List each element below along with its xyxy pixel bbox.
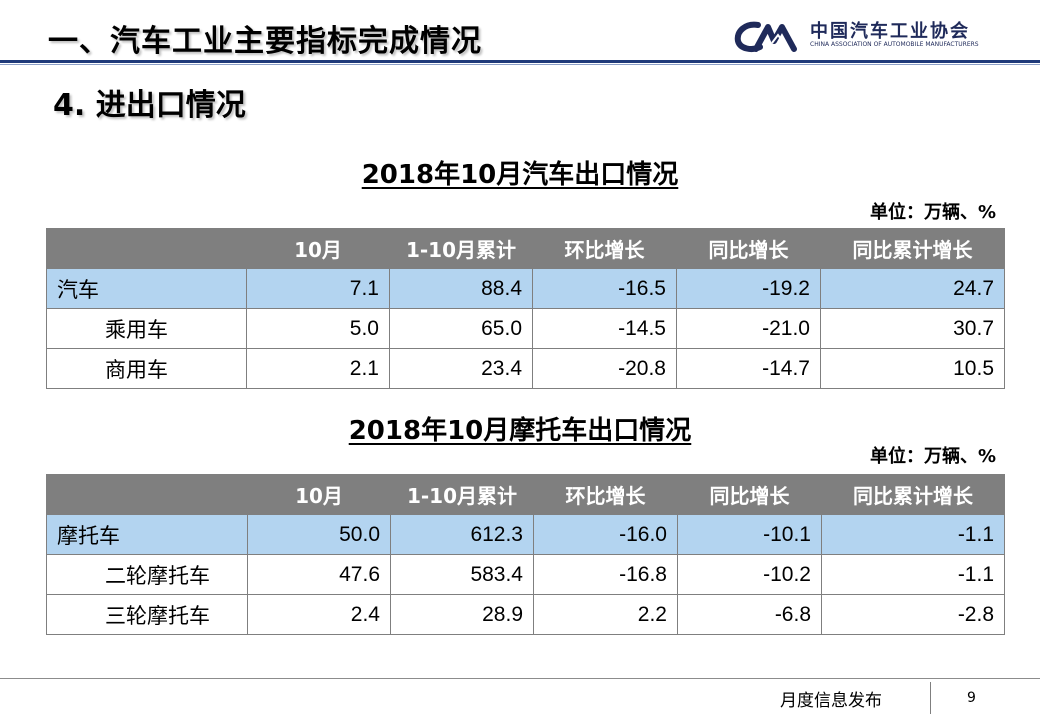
column-header (46, 228, 247, 269)
footer-label: 月度信息发布 (780, 691, 882, 711)
moto-table-title-text: 2018年10月摩托车出口情况 (348, 416, 692, 446)
column-header: 10月 (247, 474, 391, 515)
auto-table-title: 2018年10月汽车出口情况 (0, 154, 1040, 191)
page-number: 9 (967, 690, 976, 706)
logo-name: 中国汽车工业协会 (810, 21, 970, 42)
moto-table-unit: 单位：万辆、% (869, 446, 996, 467)
cell: -16.8 (533, 554, 678, 595)
column-header: 1-10月累计 (390, 474, 534, 515)
table-row: 三轮摩托车 2.4 28.9 2.2 -6.8 -2.8 (46, 594, 1005, 635)
column-header: 同比增长 (676, 228, 821, 269)
row-label: 三轮摩托车 (46, 594, 248, 635)
cell: 612.3 (390, 514, 534, 555)
cell: 583.4 (390, 554, 534, 595)
cell: -10.2 (677, 554, 822, 595)
row-label: 摩托车 (46, 514, 248, 555)
column-header: 同比累计增长 (820, 228, 1005, 269)
column-header: 1-10月累计 (389, 228, 533, 269)
cell: 2.4 (247, 594, 391, 635)
table-header-row: 10月 1-10月累计 环比增长 同比增长 同比累计增长 (46, 228, 1005, 269)
column-header: 10月 (246, 228, 390, 269)
cell: -1.1 (821, 514, 1005, 555)
column-header: 环比增长 (532, 228, 677, 269)
auto-table-unit: 单位：万辆、% (869, 202, 996, 223)
cell: -14.7 (676, 348, 821, 389)
column-header: 同比增长 (677, 474, 822, 515)
table-row: 二轮摩托车 47.6 583.4 -16.8 -10.2 -1.1 (46, 554, 1005, 595)
column-header: 同比累计增长 (821, 474, 1005, 515)
cell: 24.7 (820, 268, 1005, 309)
column-header (46, 474, 248, 515)
cell: 47.6 (247, 554, 391, 595)
cell: -20.8 (532, 348, 677, 389)
cell: 50.0 (247, 514, 391, 555)
logo: 中国汽车工业协会 CHINA ASSOCIATION OF AUTOMOBILE… (732, 17, 1002, 57)
header-divider-thin (0, 64, 1040, 65)
cell: -6.8 (677, 594, 822, 635)
cell: 2.1 (246, 348, 390, 389)
cam-logo-icon (734, 21, 797, 52)
cell: -19.2 (676, 268, 821, 309)
table-header-row: 10月 1-10月累计 环比增长 同比增长 同比累计增长 (46, 474, 1005, 515)
section-title: 4. 进出口情况 (53, 88, 246, 123)
auto-export-table: 10月 1-10月累计 环比增长 同比增长 同比累计增长 汽车 7.1 88.4… (46, 228, 1005, 389)
cell: -14.5 (532, 308, 677, 349)
cell: -16.5 (532, 268, 677, 309)
auto-table-title-text: 2018年10月汽车出口情况 (361, 160, 679, 190)
cell: 2.2 (533, 594, 678, 635)
cell: 88.4 (389, 268, 533, 309)
cell: -2.8 (821, 594, 1005, 635)
row-label: 商用车 (46, 348, 247, 389)
cell: 30.7 (820, 308, 1005, 349)
column-header: 环比增长 (533, 474, 678, 515)
row-label: 汽车 (46, 268, 247, 309)
cell: 10.5 (820, 348, 1005, 389)
cell: -21.0 (676, 308, 821, 349)
cell: 7.1 (246, 268, 390, 309)
moto-export-table: 10月 1-10月累计 环比增长 同比增长 同比累计增长 摩托车 50.0 61… (46, 474, 1005, 635)
logo-subtitle: CHINA ASSOCIATION OF AUTOMOBILE MANUFACT… (810, 41, 979, 48)
cell: 23.4 (389, 348, 533, 389)
slide-title: 一、汽车工业主要指标完成情况 (48, 24, 482, 59)
footer-separator (930, 682, 931, 714)
moto-table-title: 2018年10月摩托车出口情况 (0, 410, 1040, 447)
cell: -1.1 (821, 554, 1005, 595)
header-divider (0, 60, 1040, 63)
footer-divider (0, 678, 1040, 679)
row-label: 乘用车 (46, 308, 247, 349)
cell: 28.9 (390, 594, 534, 635)
table-row: 乘用车 5.0 65.0 -14.5 -21.0 30.7 (46, 308, 1005, 349)
cell: 65.0 (389, 308, 533, 349)
table-row: 摩托车 50.0 612.3 -16.0 -10.1 -1.1 (46, 514, 1005, 555)
table-row: 商用车 2.1 23.4 -20.8 -14.7 10.5 (46, 348, 1005, 389)
row-label: 二轮摩托车 (46, 554, 248, 595)
cell: 5.0 (246, 308, 390, 349)
cell: -16.0 (533, 514, 678, 555)
cell: -10.1 (677, 514, 822, 555)
table-row: 汽车 7.1 88.4 -16.5 -19.2 24.7 (46, 268, 1005, 309)
